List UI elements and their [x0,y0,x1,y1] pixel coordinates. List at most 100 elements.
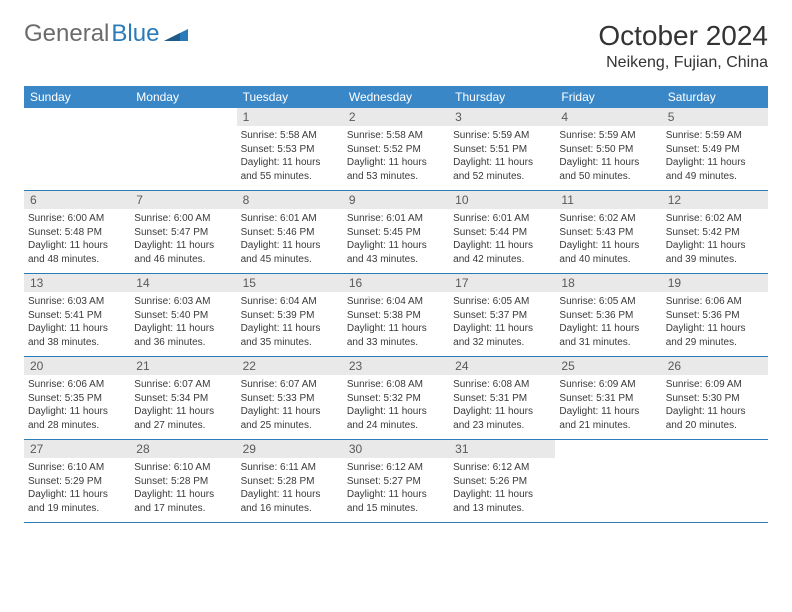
day-number: 18 [555,274,661,292]
daylight-text: and 40 minutes. [559,253,657,267]
day-body: Sunrise: 6:06 AMSunset: 5:36 PMDaylight:… [662,292,768,353]
day-body: Sunrise: 6:01 AMSunset: 5:45 PMDaylight:… [343,209,449,270]
daylight-text: and 25 minutes. [241,419,339,433]
day-number: 24 [449,357,555,375]
sunset-text: Sunset: 5:47 PM [134,226,232,240]
day-cell: 9Sunrise: 6:01 AMSunset: 5:45 PMDaylight… [343,191,449,273]
day-number: 15 [237,274,343,292]
weekday-cell: Thursday [449,86,555,108]
calendar: SundayMondayTuesdayWednesdayThursdayFrid… [24,86,768,523]
day-body: Sunrise: 6:00 AMSunset: 5:48 PMDaylight:… [24,209,130,270]
day-cell: 1Sunrise: 5:58 AMSunset: 5:53 PMDaylight… [237,108,343,190]
daylight-text: Daylight: 11 hours [28,322,126,336]
daylight-text: Daylight: 11 hours [347,488,445,502]
header: GeneralBlue October 2024 Neikeng, Fujian… [24,20,768,72]
day-body: Sunrise: 6:03 AMSunset: 5:41 PMDaylight:… [24,292,130,353]
day-cell: 6Sunrise: 6:00 AMSunset: 5:48 PMDaylight… [24,191,130,273]
sunrise-text: Sunrise: 6:05 AM [453,295,551,309]
sunrise-text: Sunrise: 5:59 AM [559,129,657,143]
daylight-text: Daylight: 11 hours [559,239,657,253]
daylight-text: and 21 minutes. [559,419,657,433]
daylight-text: Daylight: 11 hours [241,156,339,170]
daylight-text: and 49 minutes. [666,170,764,184]
sunrise-text: Sunrise: 6:03 AM [28,295,126,309]
sunset-text: Sunset: 5:49 PM [666,143,764,157]
day-body: Sunrise: 6:12 AMSunset: 5:26 PMDaylight:… [449,458,555,519]
sunrise-text: Sunrise: 6:12 AM [347,461,445,475]
day-cell: 28Sunrise: 6:10 AMSunset: 5:28 PMDayligh… [130,440,236,522]
daylight-text: and 38 minutes. [28,336,126,350]
sunset-text: Sunset: 5:46 PM [241,226,339,240]
sunrise-text: Sunrise: 6:10 AM [134,461,232,475]
day-body: Sunrise: 6:01 AMSunset: 5:44 PMDaylight:… [449,209,555,270]
sunrise-text: Sunrise: 6:02 AM [559,212,657,226]
day-number: 25 [555,357,661,375]
day-number: 29 [237,440,343,458]
day-number: 19 [662,274,768,292]
daylight-text: and 48 minutes. [28,253,126,267]
day-cell: 23Sunrise: 6:08 AMSunset: 5:32 PMDayligh… [343,357,449,439]
daylight-text: Daylight: 11 hours [134,488,232,502]
day-cell: 29Sunrise: 6:11 AMSunset: 5:28 PMDayligh… [237,440,343,522]
sunset-text: Sunset: 5:45 PM [347,226,445,240]
day-body: Sunrise: 6:10 AMSunset: 5:28 PMDaylight:… [130,458,236,519]
sunset-text: Sunset: 5:41 PM [28,309,126,323]
sunset-text: Sunset: 5:38 PM [347,309,445,323]
day-cell: 7Sunrise: 6:00 AMSunset: 5:47 PMDaylight… [130,191,236,273]
day-number: 6 [24,191,130,209]
day-body: Sunrise: 6:00 AMSunset: 5:47 PMDaylight:… [130,209,236,270]
sunrise-text: Sunrise: 6:01 AM [241,212,339,226]
daylight-text: and 32 minutes. [453,336,551,350]
location: Neikeng, Fujian, China [598,54,768,72]
day-number: 23 [343,357,449,375]
logo-triangle-icon [164,20,188,48]
day-cell: 2Sunrise: 5:58 AMSunset: 5:52 PMDaylight… [343,108,449,190]
day-body: Sunrise: 6:04 AMSunset: 5:38 PMDaylight:… [343,292,449,353]
day-number: 7 [130,191,236,209]
daylight-text: and 55 minutes. [241,170,339,184]
day-cell [130,108,236,190]
day-cell: 26Sunrise: 6:09 AMSunset: 5:30 PMDayligh… [662,357,768,439]
sunrise-text: Sunrise: 5:58 AM [347,129,445,143]
day-body: Sunrise: 5:58 AMSunset: 5:52 PMDaylight:… [343,126,449,187]
daylight-text: and 35 minutes. [241,336,339,350]
daylight-text: and 31 minutes. [559,336,657,350]
day-number: 10 [449,191,555,209]
day-number: 5 [662,108,768,126]
day-body: Sunrise: 6:08 AMSunset: 5:31 PMDaylight:… [449,375,555,436]
daylight-text: Daylight: 11 hours [241,488,339,502]
day-cell [662,440,768,522]
day-number: 22 [237,357,343,375]
day-number: 20 [24,357,130,375]
day-number: 9 [343,191,449,209]
day-number: 31 [449,440,555,458]
sunrise-text: Sunrise: 5:58 AM [241,129,339,143]
daylight-text: and 15 minutes. [347,502,445,516]
daylight-text: Daylight: 11 hours [347,322,445,336]
day-body: Sunrise: 6:01 AMSunset: 5:46 PMDaylight:… [237,209,343,270]
sunrise-text: Sunrise: 6:03 AM [134,295,232,309]
day-number: 28 [130,440,236,458]
day-body: Sunrise: 5:59 AMSunset: 5:49 PMDaylight:… [662,126,768,187]
sunset-text: Sunset: 5:42 PM [666,226,764,240]
weeks-container: 1Sunrise: 5:58 AMSunset: 5:53 PMDaylight… [24,108,768,523]
daylight-text: Daylight: 11 hours [241,405,339,419]
sunrise-text: Sunrise: 6:01 AM [347,212,445,226]
day-cell: 4Sunrise: 5:59 AMSunset: 5:50 PMDaylight… [555,108,661,190]
daylight-text: and 20 minutes. [666,419,764,433]
logo: GeneralBlue [24,20,188,48]
sunset-text: Sunset: 5:30 PM [666,392,764,406]
daylight-text: Daylight: 11 hours [453,239,551,253]
sunset-text: Sunset: 5:29 PM [28,475,126,489]
daylight-text: Daylight: 11 hours [453,322,551,336]
sunrise-text: Sunrise: 6:00 AM [28,212,126,226]
day-body: Sunrise: 6:12 AMSunset: 5:27 PMDaylight:… [343,458,449,519]
daylight-text: and 27 minutes. [134,419,232,433]
sunset-text: Sunset: 5:31 PM [453,392,551,406]
daylight-text: and 46 minutes. [134,253,232,267]
day-cell: 18Sunrise: 6:05 AMSunset: 5:36 PMDayligh… [555,274,661,356]
sunset-text: Sunset: 5:36 PM [559,309,657,323]
day-body: Sunrise: 6:05 AMSunset: 5:37 PMDaylight:… [449,292,555,353]
day-cell: 11Sunrise: 6:02 AMSunset: 5:43 PMDayligh… [555,191,661,273]
daylight-text: Daylight: 11 hours [666,405,764,419]
